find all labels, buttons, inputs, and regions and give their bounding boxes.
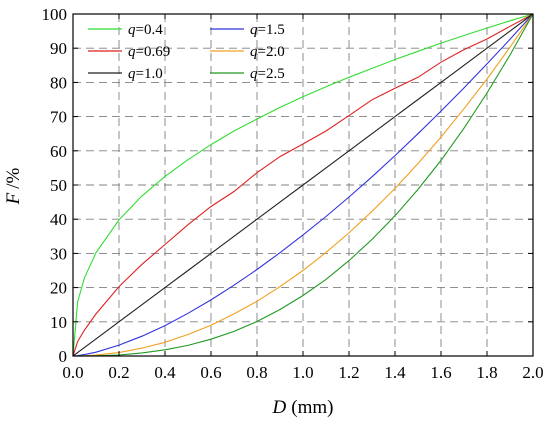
- x-axis-title: D (mm): [272, 397, 334, 418]
- y-tick-label: 100: [42, 5, 68, 24]
- axis-ticks: [72, 13, 534, 357]
- y-axis-title: F /%: [3, 167, 24, 205]
- x-tick-label: 0.8: [246, 363, 267, 382]
- legend-label: q=2.5: [250, 66, 285, 82]
- legend: q=0.4 q=1.5 q=0.69 q=2.0 q=1.0 q=2.5: [88, 22, 285, 82]
- x-axis-var: D: [272, 397, 287, 418]
- series-line: [72, 13, 534, 357]
- x-tick-label: 1.0: [292, 363, 313, 382]
- x-tick-label: 0.2: [108, 363, 129, 382]
- series-lines: [72, 13, 534, 357]
- x-axis-unit: (mm): [291, 397, 333, 418]
- y-tick-label: 70: [50, 108, 67, 127]
- series-line: [73, 13, 534, 357]
- x-tick-label: 1.8: [476, 363, 497, 382]
- x-tick-labels: 0.0 0.2 0.4 0.6 0.8 1.0 1.2 1.4 1.6 1.8 2.0: [62, 363, 543, 382]
- x-tick-label: 0.6: [200, 363, 221, 382]
- series-line: [72, 13, 534, 357]
- legend-label: q=1.0: [128, 66, 163, 82]
- x-tick-label: 1.2: [338, 363, 359, 382]
- series-line: [72, 13, 534, 357]
- y-tick-label: 50: [50, 176, 67, 195]
- x-tick-label: 2.0: [522, 363, 543, 382]
- x-tick-label: 1.6: [430, 363, 451, 382]
- y-tick-label: 40: [50, 210, 67, 229]
- y-tick-label: 30: [50, 244, 67, 263]
- y-axis-var: F: [3, 192, 24, 205]
- y-tick-label: 10: [50, 313, 67, 332]
- legend-label: q=1.5: [250, 22, 285, 38]
- legend-label: q=0.4: [128, 22, 163, 38]
- y-tick-label: 90: [50, 39, 67, 58]
- x-tick-label: 1.4: [384, 363, 406, 382]
- y-tick-labels: 0 10 20 30 40 50 60 70 80 90 100: [42, 5, 68, 366]
- y-tick-label: 0: [59, 347, 68, 366]
- x-tick-label: 0.0: [62, 363, 83, 382]
- series-line: [72, 13, 534, 357]
- legend-label: q=2.0: [250, 44, 285, 60]
- y-axis-unit: /%: [3, 167, 24, 188]
- legend-label: q=0.69: [128, 44, 170, 60]
- y-tick-label: 60: [50, 142, 67, 161]
- y-tick-label: 20: [50, 279, 67, 298]
- x-tick-label: 0.4: [154, 363, 176, 382]
- grid-lines: [73, 14, 533, 356]
- series-line: [73, 13, 534, 357]
- y-tick-label: 80: [50, 73, 67, 92]
